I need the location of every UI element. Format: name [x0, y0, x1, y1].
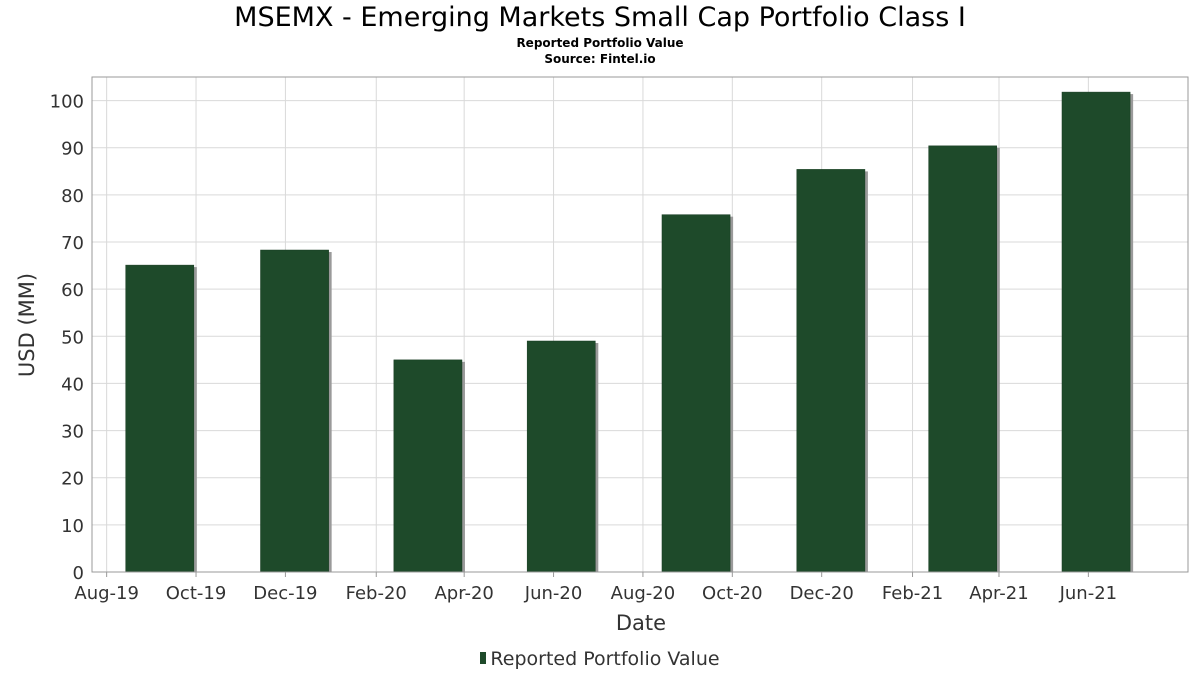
plot-frame — [91, 76, 1189, 573]
legend-swatch — [480, 652, 487, 664]
x-tick-label: Aug-20 — [611, 583, 676, 604]
x-tick-label: Oct-20 — [702, 583, 763, 604]
bars — [125, 91, 1134, 573]
y-tick-label: 10 — [61, 516, 84, 537]
y-tick-label: 70 — [61, 233, 84, 254]
y-tick-label: 50 — [61, 327, 84, 348]
y-tick-label: 40 — [61, 374, 84, 395]
y-tick-label: 60 — [61, 280, 84, 301]
bar — [1061, 91, 1131, 573]
bar — [393, 359, 463, 573]
x-tick-label: Apr-20 — [434, 583, 493, 604]
y-tick-label: 30 — [61, 422, 84, 443]
bar — [661, 214, 731, 573]
x-axis-label: Date — [616, 611, 666, 635]
x-tick-label: Oct-19 — [166, 583, 227, 604]
x-tick-label: Jun-20 — [524, 583, 583, 604]
tick-labels: 0 10 20 30 40 50 60 70 80 90 100 Aug-19 Oct-19 Dec-19… — [50, 92, 1117, 604]
y-tick-label: 100 — [50, 92, 84, 113]
y-tick-label: 20 — [61, 469, 84, 490]
bar — [526, 340, 596, 573]
x-tick-label: Jun-21 — [1059, 583, 1118, 604]
y-tick-label: 90 — [61, 139, 84, 160]
legend: Reported Portfolio Value — [0, 648, 1200, 670]
chart-subtitle: Reported Portfolio Value — [516, 36, 684, 50]
x-tick-label: Dec-20 — [790, 583, 854, 604]
chart-source: Source: Fintel.io — [544, 52, 656, 66]
bar — [796, 169, 866, 573]
x-tick-label: Dec-19 — [253, 583, 317, 604]
y-tick-label: 0 — [73, 563, 84, 584]
bar — [928, 145, 998, 573]
x-tick-label: Apr-21 — [969, 583, 1028, 604]
x-tick-label: Feb-21 — [882, 583, 943, 604]
chart-title: MSEMX - Emerging Markets Small Cap Portf… — [234, 2, 966, 33]
y-axis-label: USD (MM) — [15, 273, 39, 377]
bar — [125, 264, 195, 573]
legend-label: Reported Portfolio Value — [490, 648, 720, 670]
x-tick-label: Feb-20 — [346, 583, 407, 604]
grid-lines — [92, 77, 1188, 577]
y-tick-label: 80 — [61, 186, 84, 207]
bar — [260, 249, 329, 573]
x-tick-label: Aug-19 — [74, 583, 139, 604]
